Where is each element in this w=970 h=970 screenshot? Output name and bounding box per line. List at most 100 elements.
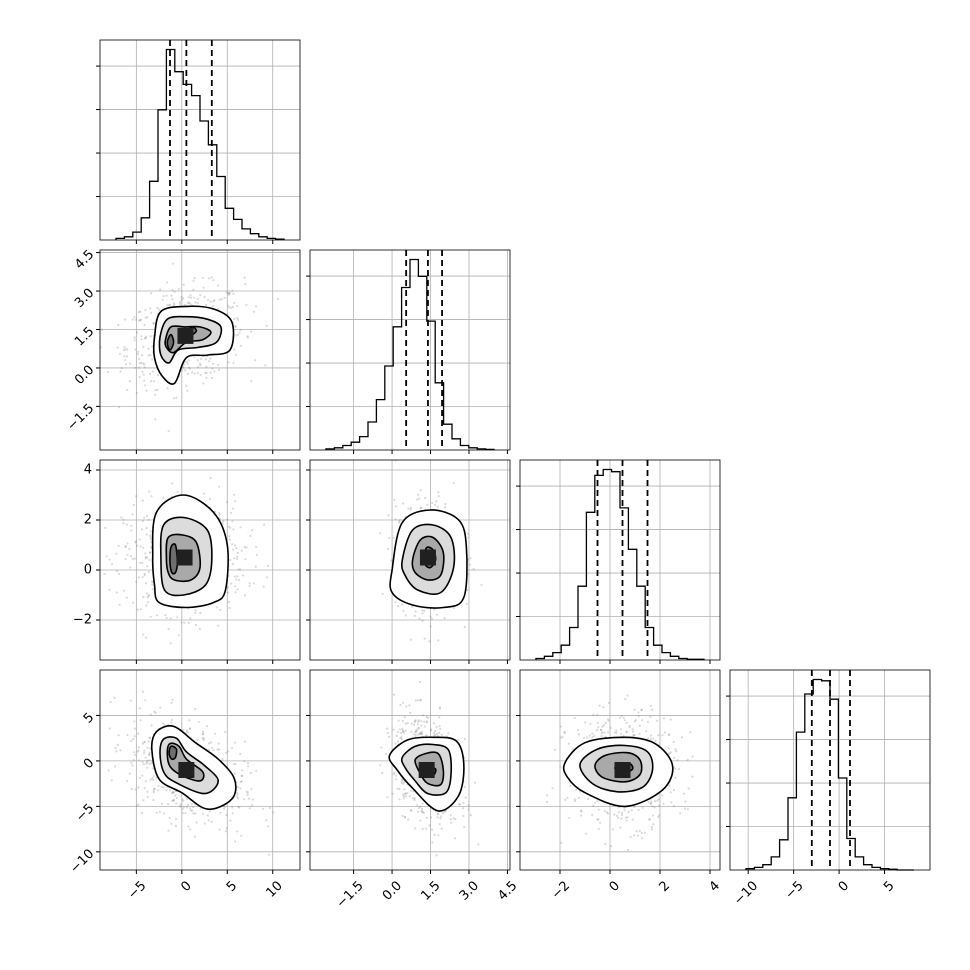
sample-point bbox=[419, 805, 422, 808]
sample-point bbox=[611, 828, 615, 831]
sample-point bbox=[667, 747, 670, 750]
sample-point bbox=[170, 701, 173, 704]
sample-point bbox=[184, 369, 187, 372]
sample-point bbox=[632, 733, 635, 737]
sample-point bbox=[142, 373, 145, 376]
sample-point bbox=[250, 804, 254, 807]
sample-point bbox=[142, 345, 145, 349]
sample-point bbox=[134, 541, 137, 544]
sample-point bbox=[144, 552, 147, 555]
sample-point bbox=[416, 727, 420, 730]
sample-point bbox=[232, 493, 236, 496]
sample-point bbox=[86, 680, 88, 682]
sample-point bbox=[632, 735, 635, 738]
sample-point bbox=[228, 535, 231, 538]
sample-point bbox=[178, 301, 182, 304]
sample-point bbox=[145, 762, 148, 765]
sample-point bbox=[138, 538, 141, 541]
sample-point bbox=[668, 752, 671, 755]
panel-frame bbox=[309, 669, 511, 871]
sample-point bbox=[600, 728, 603, 732]
sample-point bbox=[187, 731, 190, 734]
density-panel-3-1 bbox=[99, 459, 301, 661]
sample-point bbox=[154, 711, 157, 714]
sample-point bbox=[188, 359, 191, 362]
sample-point bbox=[145, 335, 148, 338]
sample-point bbox=[108, 588, 111, 591]
sample-point bbox=[149, 747, 152, 750]
sample-point bbox=[218, 513, 221, 516]
sample-point bbox=[194, 609, 197, 612]
sample-point bbox=[414, 610, 417, 613]
sample-point bbox=[135, 495, 138, 498]
x-tick-label: 4 bbox=[707, 878, 723, 894]
sample-point bbox=[192, 279, 195, 282]
sample-point bbox=[625, 721, 628, 725]
sample-point bbox=[435, 613, 439, 616]
sample-point bbox=[244, 283, 247, 286]
sample-point bbox=[134, 348, 137, 351]
sample-point bbox=[440, 733, 443, 736]
sample-point bbox=[132, 738, 135, 741]
sample-point bbox=[164, 613, 167, 617]
sample-point bbox=[246, 791, 250, 794]
sample-point bbox=[437, 834, 440, 837]
sample-point bbox=[149, 551, 152, 554]
sample-point bbox=[651, 708, 654, 711]
sample-point bbox=[118, 352, 122, 355]
sample-point bbox=[175, 797, 178, 800]
sample-point bbox=[205, 358, 208, 361]
sample-point bbox=[637, 808, 640, 812]
sample-point bbox=[573, 716, 576, 720]
y-tick-labels-2: −1.5 0.0 1.5 3.0 4.5 bbox=[64, 247, 97, 434]
sample-point bbox=[421, 827, 424, 831]
x-tick-label: 2 bbox=[657, 878, 673, 894]
sample-point bbox=[421, 732, 424, 735]
sample-point bbox=[603, 809, 606, 813]
sample-point bbox=[243, 546, 246, 549]
sample-point bbox=[145, 515, 148, 518]
sample-point bbox=[162, 496, 165, 499]
sample-point bbox=[401, 814, 404, 818]
sample-point bbox=[265, 324, 268, 327]
sample-point bbox=[173, 791, 176, 794]
sample-point bbox=[122, 522, 125, 525]
sample-point bbox=[673, 756, 676, 759]
sample-point bbox=[596, 713, 599, 716]
ticks-1-1 bbox=[135, 240, 274, 244]
sample-point bbox=[404, 795, 407, 798]
sample-point bbox=[641, 719, 644, 722]
sample-point bbox=[437, 639, 440, 642]
sample-point bbox=[682, 792, 686, 795]
histogram-step bbox=[745, 678, 914, 871]
sample-point bbox=[146, 556, 149, 559]
density-peak bbox=[176, 549, 193, 566]
sample-point bbox=[676, 759, 679, 762]
sample-point bbox=[670, 801, 673, 804]
sample-point bbox=[421, 612, 424, 615]
sample-point bbox=[185, 729, 189, 732]
sample-point bbox=[248, 584, 251, 588]
sample-point bbox=[134, 753, 137, 757]
sample-point bbox=[150, 311, 153, 314]
sample-point bbox=[239, 780, 242, 784]
sample-point bbox=[138, 376, 141, 379]
sample-point bbox=[436, 816, 439, 819]
sample-point bbox=[137, 311, 141, 314]
sample-point bbox=[738, 794, 740, 796]
sample-point bbox=[621, 714, 624, 718]
sample-point bbox=[267, 825, 270, 828]
sample-point bbox=[115, 570, 119, 573]
sample-point bbox=[189, 617, 192, 620]
sample-point bbox=[443, 617, 446, 620]
sample-point bbox=[674, 767, 677, 770]
panel-frame bbox=[729, 669, 931, 871]
sample-point bbox=[634, 719, 638, 722]
sample-point bbox=[168, 303, 172, 306]
sample-point bbox=[243, 276, 246, 279]
sample-point bbox=[402, 730, 405, 733]
sample-point bbox=[209, 357, 212, 360]
sample-point bbox=[139, 561, 142, 564]
sample-point bbox=[233, 575, 237, 578]
sample-point bbox=[246, 762, 250, 765]
